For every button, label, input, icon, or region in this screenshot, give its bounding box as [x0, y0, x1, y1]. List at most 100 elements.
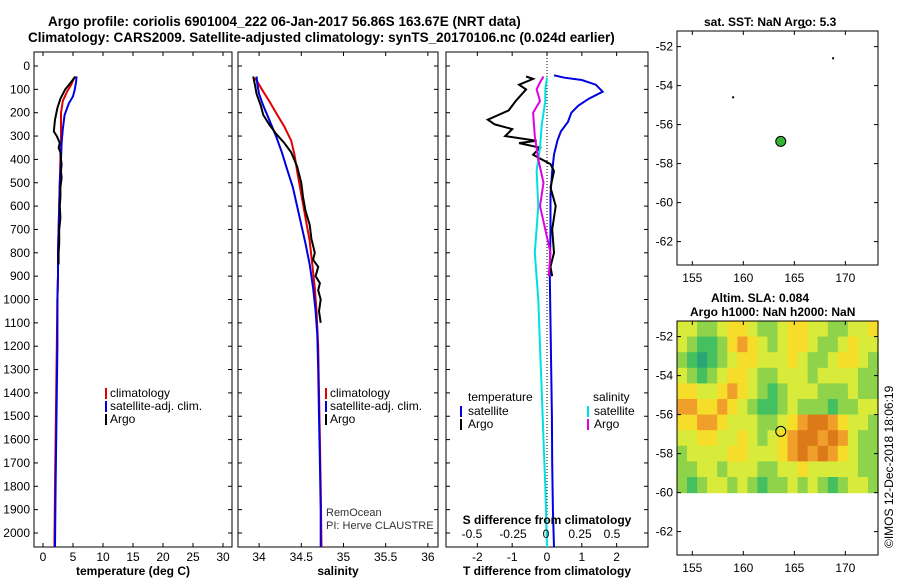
heatmap-cell — [777, 414, 789, 431]
x-tick-label: 5 — [70, 550, 77, 564]
difference-panel: -2 -1 0 1 2T difference from climatology temp… — [445, 51, 649, 578]
heatmap-cell — [767, 383, 779, 400]
heatmap-cell — [827, 321, 839, 338]
heatmap-cell — [767, 367, 779, 384]
y-tick-label: -62 — [656, 525, 674, 539]
heatmap-cell — [777, 399, 789, 416]
heatmap-cell — [747, 399, 759, 416]
x-tick-label: 10 — [96, 550, 110, 564]
x-tick-label: 36 — [421, 550, 435, 564]
profile-location-marker — [775, 425, 787, 437]
heatmap-cell — [717, 430, 728, 447]
heatmap-cell — [687, 430, 698, 447]
heatmap-cell — [827, 399, 839, 416]
depth-tick-label: 0 — [23, 59, 30, 73]
heatmap-cell — [807, 461, 819, 478]
depth-tick-label: 500 — [10, 176, 30, 190]
depth-tick-label: 1200 — [3, 339, 30, 353]
heatmap-cell — [837, 445, 849, 462]
heatmap-cell — [868, 414, 879, 431]
depth-tick-label: 1400 — [3, 386, 30, 400]
heatmap-cell — [827, 430, 839, 447]
heatmap-cell — [868, 352, 879, 369]
heatmap-cell — [707, 336, 718, 353]
heatmap-cell — [777, 430, 789, 447]
heatmap-cell — [777, 445, 789, 462]
heatmap-cell — [677, 477, 688, 494]
series-line-t-argo — [485, 75, 557, 277]
heatmap-cell — [787, 445, 799, 462]
secondary-tick-label: -0.5 — [462, 527, 483, 541]
heatmap-cell — [777, 477, 789, 494]
sst-map-title: sat. SST: NaN Argo: 5.3 — [704, 15, 837, 29]
depth-tick-label: 1300 — [3, 363, 30, 377]
legend-label: Argo — [330, 412, 356, 426]
heatmap-cell — [807, 399, 819, 416]
heatmap-cell — [757, 430, 769, 447]
heatmap-cell — [817, 414, 829, 431]
heatmap-cell — [727, 430, 738, 447]
heatmap-cell — [747, 477, 759, 494]
heatmap-cell — [747, 430, 759, 447]
heatmap-cell — [747, 336, 759, 353]
heatmap-cell — [817, 445, 829, 462]
heatmap-cell — [717, 477, 728, 494]
heatmap-cell — [777, 336, 789, 353]
heatmap-cell — [687, 336, 698, 353]
x-axis-label: T difference from climatology — [463, 564, 631, 578]
legend-label: satellite — [594, 404, 635, 418]
heatmap-cell — [787, 461, 799, 478]
heatmap-cell — [727, 445, 738, 462]
heatmap-cell — [837, 414, 849, 431]
heatmap-cell — [797, 321, 809, 338]
heatmap-cell — [717, 461, 728, 478]
depth-tick-label: 1000 — [3, 293, 30, 307]
heatmap-cell — [837, 367, 849, 384]
figure-title-line1: Argo profile: coriolis 6901004_222 06-Ja… — [48, 14, 521, 29]
heatmap-cell — [707, 367, 718, 384]
heatmap-cell — [837, 430, 849, 447]
heatmap-cell — [777, 461, 789, 478]
legend-label: satellite — [468, 404, 509, 418]
y-tick-label: -60 — [656, 486, 674, 500]
depth-tick-label: 400 — [10, 152, 30, 166]
heatmap-cell — [857, 414, 869, 431]
heatmap-cell — [837, 352, 849, 369]
heatmap-cell — [707, 445, 718, 462]
x-tick-label: 0 — [544, 550, 551, 564]
credit-text: RemOcean — [326, 507, 382, 519]
heatmap-cell — [687, 414, 698, 431]
depth-tick-label: 1500 — [3, 409, 30, 423]
heatmap-cell — [827, 336, 839, 353]
x-tick-label: 35.5 — [374, 550, 398, 564]
y-tick-label: -52 — [656, 40, 674, 54]
series-line-s-argo — [532, 75, 552, 277]
heatmap-cell — [807, 352, 819, 369]
heatmap-cell — [697, 430, 708, 447]
heatmap-cell — [727, 414, 738, 431]
x-tick-label: 20 — [156, 550, 170, 564]
y-tick-label: -56 — [656, 408, 674, 422]
figure-title-line2: Climatology: CARS2009. Satellite-adjuste… — [28, 30, 615, 45]
heatmap-cell — [787, 352, 799, 369]
heatmap-cell — [737, 477, 748, 494]
heatmap-cell — [777, 383, 789, 400]
heatmap-cell — [757, 399, 769, 416]
heatmap-cell — [868, 399, 879, 416]
heatmap-cell — [737, 367, 748, 384]
heatmap-cell — [797, 336, 809, 353]
heatmap-cell — [807, 336, 819, 353]
heatmap-cell — [767, 399, 779, 416]
heatmap-cell — [857, 477, 869, 494]
heatmap-cell — [687, 477, 698, 494]
heatmap-cell — [807, 383, 819, 400]
x-tick-label: 160 — [733, 561, 753, 575]
heatmap-cell — [827, 477, 839, 494]
heatmap-cell — [717, 367, 728, 384]
heatmap-cell — [847, 445, 859, 462]
heatmap-cell — [687, 445, 698, 462]
heatmap-cell — [687, 461, 698, 478]
heatmap-cell — [837, 321, 849, 338]
heatmap-cell — [717, 399, 728, 416]
